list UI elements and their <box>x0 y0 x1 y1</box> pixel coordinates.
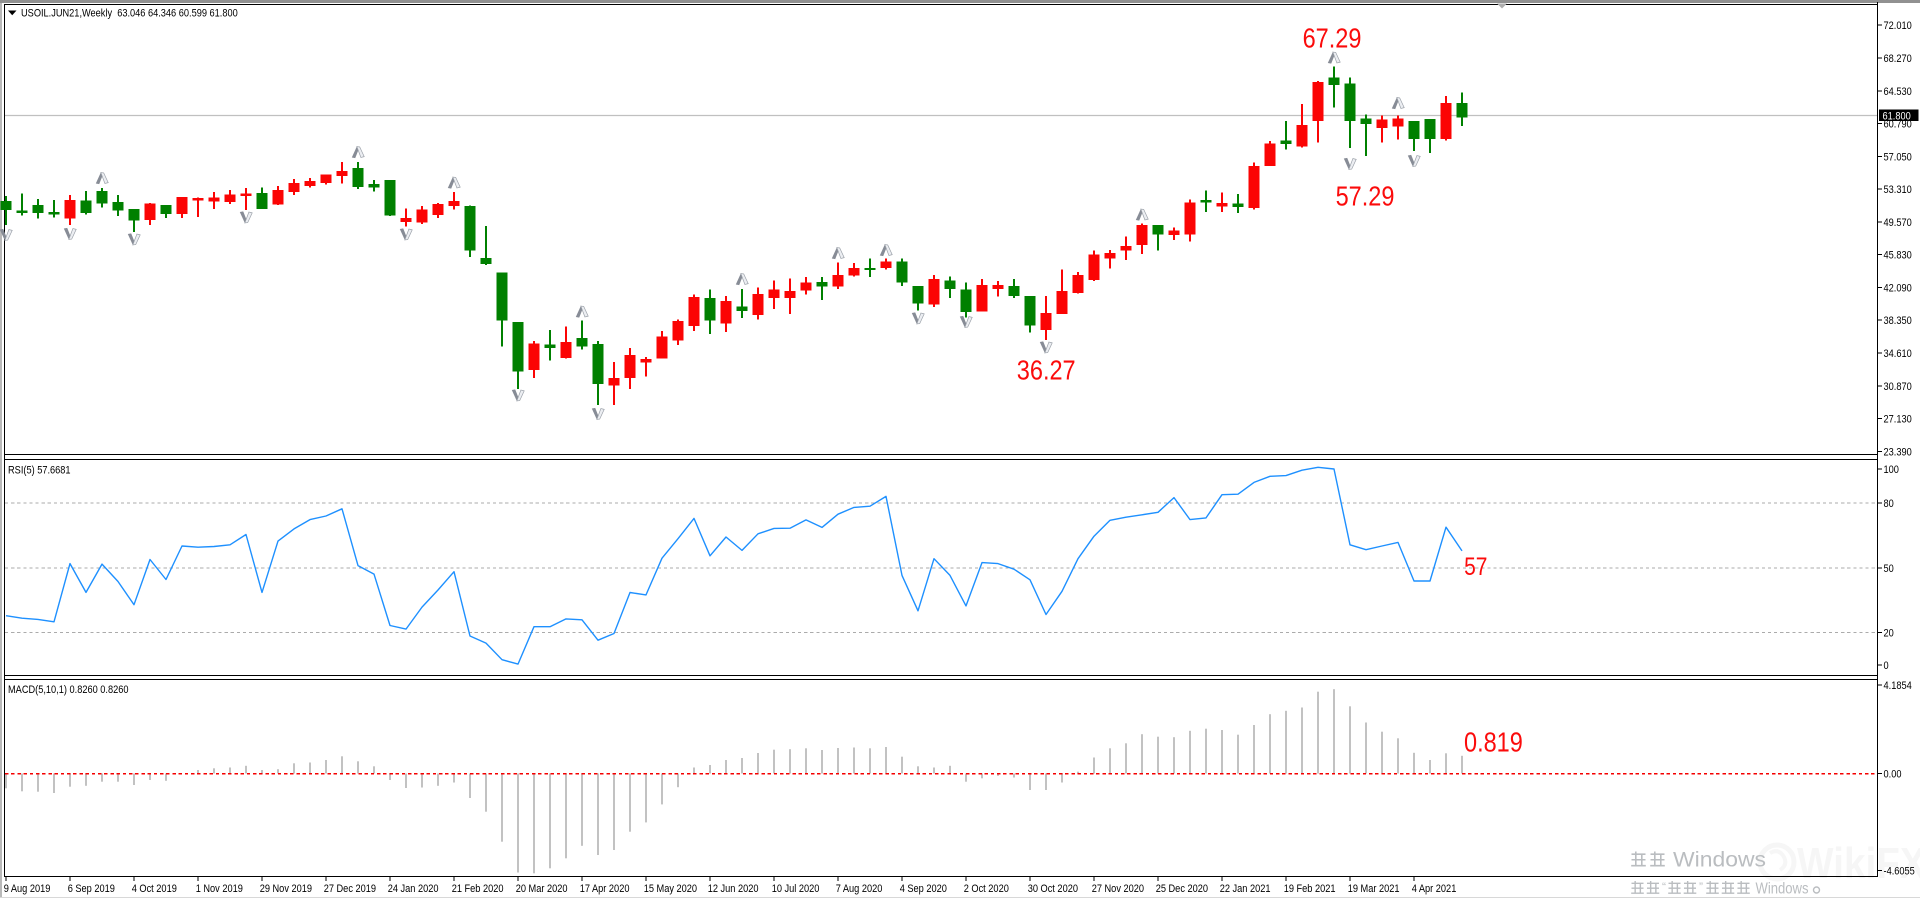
svg-text:42.090: 42.090 <box>1884 283 1913 295</box>
svg-text:1 Nov 2019: 1 Nov 2019 <box>196 884 244 896</box>
svg-text:USOIL.JUN21,Weekly 63.046 64.: USOIL.JUN21,Weekly 63.046 64.346 60.599 … <box>21 8 238 20</box>
svg-text:36.27: 36.27 <box>1017 356 1076 386</box>
svg-text:64.530: 64.530 <box>1884 86 1913 98</box>
svg-text:57.29: 57.29 <box>1336 182 1395 212</box>
svg-text:4 Sep 2020: 4 Sep 2020 <box>900 884 948 896</box>
svg-text:4.1854: 4.1854 <box>1884 680 1913 692</box>
svg-text:61.800: 61.800 <box>1883 111 1912 123</box>
svg-text:80: 80 <box>1884 499 1895 511</box>
svg-text:25 Dec 2020: 25 Dec 2020 <box>1156 884 1209 896</box>
svg-text:4 Oct 2019: 4 Oct 2019 <box>132 884 177 896</box>
svg-text:MACD(5,10,1) 0.8260 0.8260: MACD(5,10,1) 0.8260 0.8260 <box>8 685 129 697</box>
svg-text:0.00: 0.00 <box>1884 769 1902 781</box>
svg-text:9 Aug 2019: 9 Aug 2019 <box>4 884 51 896</box>
svg-text:-4.6055: -4.6055 <box>1884 866 1916 878</box>
svg-text:57.050: 57.050 <box>1884 152 1913 164</box>
svg-text:27 Dec 2019: 27 Dec 2019 <box>324 884 377 896</box>
svg-text:23.390: 23.390 <box>1884 447 1913 459</box>
svg-text:12 Jun 2020: 12 Jun 2020 <box>708 884 759 896</box>
svg-text:38.350: 38.350 <box>1884 316 1913 328</box>
svg-text:6 Sep 2019: 6 Sep 2019 <box>68 884 116 896</box>
svg-text:53.310: 53.310 <box>1884 184 1913 196</box>
svg-text:0.819: 0.819 <box>1464 728 1523 758</box>
svg-text:30 Oct 2020: 30 Oct 2020 <box>1028 884 1079 896</box>
svg-text:7 Aug 2020: 7 Aug 2020 <box>836 884 883 896</box>
svg-text:“: “ <box>1662 880 1666 894</box>
svg-text:20: 20 <box>1884 628 1895 640</box>
svg-text:45.830: 45.830 <box>1884 250 1913 262</box>
svg-text:19 Mar 2021: 19 Mar 2021 <box>1348 884 1400 896</box>
svg-text:100: 100 <box>1884 464 1900 476</box>
svg-text:67.29: 67.29 <box>1303 24 1362 54</box>
svg-text:57: 57 <box>1464 552 1487 580</box>
svg-text:15 May 2020: 15 May 2020 <box>644 884 698 896</box>
svg-text:4 Apr 2021: 4 Apr 2021 <box>1412 884 1457 896</box>
svg-text:34.610: 34.610 <box>1884 348 1913 360</box>
svg-text:”: ” <box>1699 880 1703 894</box>
svg-text:22 Jan 2021: 22 Jan 2021 <box>1220 884 1271 896</box>
svg-text:27.130: 27.130 <box>1884 414 1913 426</box>
svg-text:29 Nov 2019: 29 Nov 2019 <box>260 884 313 896</box>
svg-text:0: 0 <box>1884 660 1889 672</box>
svg-text:20 Mar 2020: 20 Mar 2020 <box>516 884 568 896</box>
svg-text:50: 50 <box>1884 564 1895 576</box>
svg-text:72.010: 72.010 <box>1884 21 1913 33</box>
svg-text:Windows: Windows <box>1673 849 1766 872</box>
svg-text:68.270: 68.270 <box>1884 53 1913 65</box>
svg-text:2 Oct 2020: 2 Oct 2020 <box>964 884 1009 896</box>
svg-text:WikiFX: WikiFX <box>1797 838 1920 888</box>
svg-text:Windows: Windows <box>1756 881 1809 898</box>
svg-text:21 Feb 2020: 21 Feb 2020 <box>452 884 504 896</box>
svg-text:30.870: 30.870 <box>1884 381 1913 393</box>
svg-text:60.790: 60.790 <box>1884 119 1913 131</box>
svg-text:49.570: 49.570 <box>1884 217 1913 229</box>
svg-text:RSI(5) 57.6681: RSI(5) 57.6681 <box>8 465 71 477</box>
svg-text:24 Jan 2020: 24 Jan 2020 <box>388 884 439 896</box>
svg-text:27 Nov 2020: 27 Nov 2020 <box>1092 884 1145 896</box>
svg-text:19 Feb 2021: 19 Feb 2021 <box>1284 884 1336 896</box>
svg-text:10 Jul 2020: 10 Jul 2020 <box>772 884 820 896</box>
svg-text:17 Apr 2020: 17 Apr 2020 <box>580 884 630 896</box>
